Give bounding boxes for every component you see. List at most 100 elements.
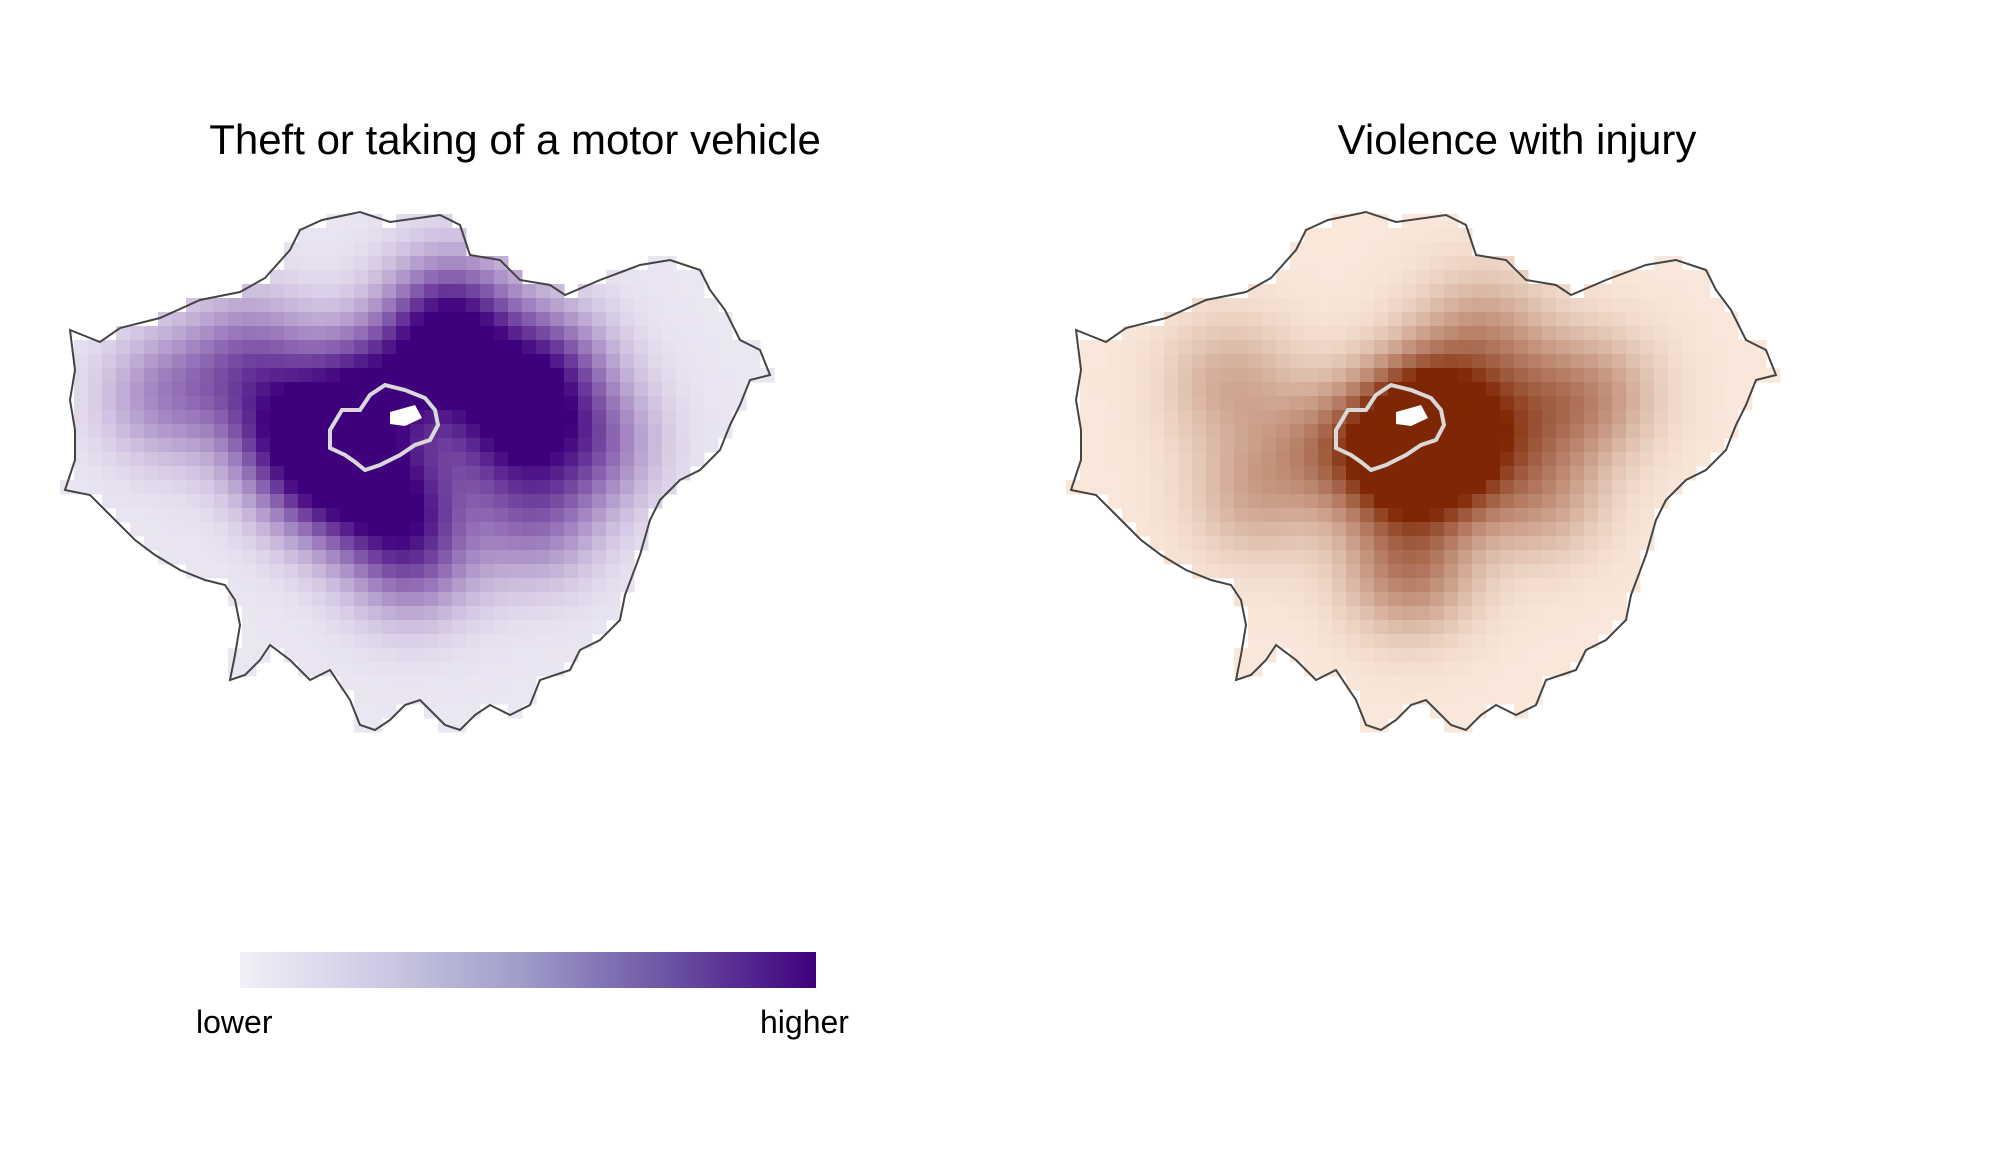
theft-density-cell [550,396,565,411]
theft-density-cell [564,424,579,439]
violence-density-cell [1346,564,1361,579]
theft-density-cell [186,340,201,355]
theft-density-cell [606,354,621,369]
theft-density-cell [340,410,355,425]
theft-density-cell [368,564,383,579]
theft-density-cell [438,228,453,243]
violence-density-cell [1248,592,1263,607]
violence-density-cell [1500,676,1515,691]
violence-density-cell [1262,592,1277,607]
theft-density-cell [690,298,705,313]
theft-density-cell [368,410,383,425]
theft-density-cell [438,438,453,453]
theft-density-cell [242,382,257,397]
theft-density-cell [270,494,285,509]
violence-density-cell [1304,382,1319,397]
violence-density-cell [1528,382,1543,397]
violence-density-cell [1192,354,1207,369]
violence-density-cell [1570,606,1585,621]
violence-density-cell [1374,438,1389,453]
theft-density-cell [536,466,551,481]
violence-density-cell [1136,410,1151,425]
violence-density-cell [1500,522,1515,537]
theft-density-cell [382,466,397,481]
violence-density-cell [1220,396,1235,411]
theft-density-cell [200,550,215,565]
theft-density-cell [550,606,565,621]
theft-density-cell [494,382,509,397]
violence-density-cell [1206,452,1221,467]
theft-density-cell [396,214,411,229]
theft-density-cell [298,522,313,537]
theft-density-cell [312,298,327,313]
theft-density-cell [508,368,523,383]
theft-density-cell [200,368,215,383]
theft-density-cell [284,354,299,369]
theft-density-cell [116,508,131,523]
violence-density-cell [1682,438,1697,453]
theft-density-cell [424,228,439,243]
violence-density-cell [1178,536,1193,551]
theft-density-cell [424,564,439,579]
theft-density-cell [186,494,201,509]
theft-density-cell [662,270,677,285]
violence-density-cell [1346,494,1361,509]
theft-density-cell [452,648,467,663]
violence-density-cell [1388,606,1403,621]
theft-density-cell [522,578,537,593]
violence-density-cell [1346,508,1361,523]
violence-density-cell [1486,354,1501,369]
theft-density-cell [312,396,327,411]
theft-density-cell [172,410,187,425]
violence-density-cell [1584,368,1599,383]
violence-density-cell [1444,242,1459,257]
violence-density-cell [1598,494,1613,509]
violence-density-cell [1262,536,1277,551]
theft-density-cell [480,256,495,271]
theft-density-cell [172,466,187,481]
theft-density-cell [158,424,173,439]
violence-density-cell [1346,228,1361,243]
theft-density-cell [550,312,565,327]
violence-density-cell [1108,424,1123,439]
theft-density-cell [606,340,621,355]
theft-density-cell [424,284,439,299]
violence-density-cell [1444,592,1459,607]
theft-density-cell [74,424,89,439]
violence-density-cell [1724,382,1739,397]
violence-density-cell [1444,620,1459,635]
violence-density-cell [1542,564,1557,579]
theft-density-cell [326,228,341,243]
violence-density-cell [1430,690,1445,705]
theft-density-cell [508,326,523,341]
violence-density-cell [1724,354,1739,369]
theft-density-cell [326,550,341,565]
violence-density-cell [1556,424,1571,439]
theft-density-cell [592,312,607,327]
violence-density-cell [1206,564,1221,579]
theft-density-cell [690,354,705,369]
violence-density-cell [1472,312,1487,327]
theft-density-cell [424,648,439,663]
theft-density-cell [634,424,649,439]
violence-density-cell [1332,550,1347,565]
violence-density-cell [1570,620,1585,635]
violence-density-cell [1724,326,1739,341]
theft-density-cell [620,270,635,285]
theft-density-cell [676,270,691,285]
theft-density-cell [438,424,453,439]
theft-density-cell [592,508,607,523]
violence-density-cell [1584,606,1599,621]
theft-density-cell [438,536,453,551]
violence-density-cell [1500,368,1515,383]
theft-density-cell [298,284,313,299]
theft-density-cell [228,578,243,593]
violence-density-cell [1584,438,1599,453]
violence-density-cell [1304,550,1319,565]
violence-density-cell [1584,424,1599,439]
violence-density-cell [1276,326,1291,341]
violence-density-cell [1388,690,1403,705]
violence-density-cell [1472,620,1487,635]
violence-density-cell [1514,536,1529,551]
violence-density-cell [1318,564,1333,579]
